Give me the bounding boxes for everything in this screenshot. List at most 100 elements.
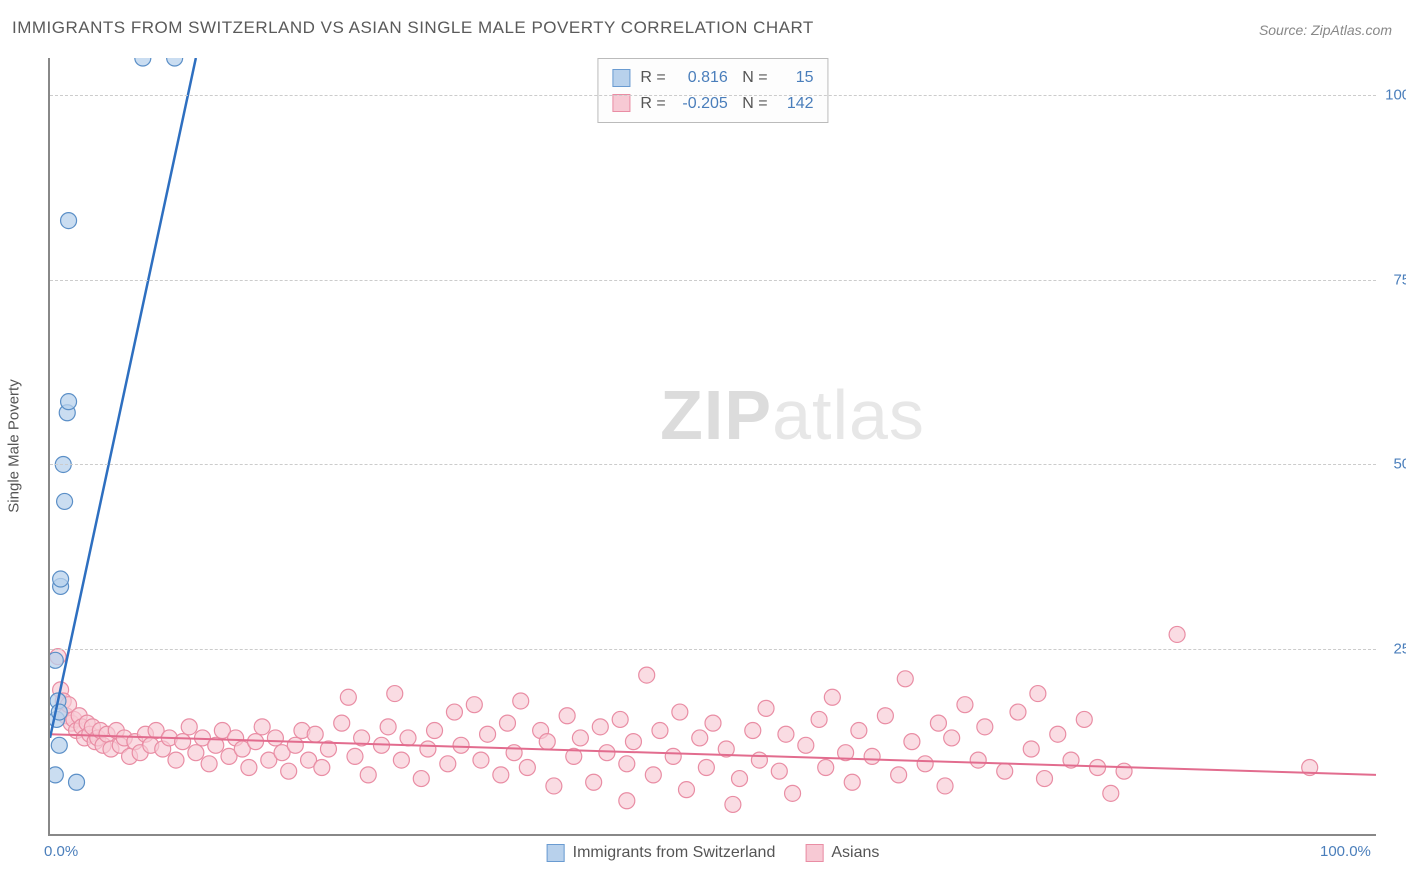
data-point xyxy=(698,759,714,775)
data-point xyxy=(1023,741,1039,757)
data-point xyxy=(135,50,151,66)
data-point xyxy=(188,745,204,761)
data-point xyxy=(778,726,794,742)
data-point xyxy=(705,715,721,731)
data-point xyxy=(559,708,575,724)
data-point xyxy=(572,730,588,746)
data-point xyxy=(453,737,469,753)
data-point xyxy=(1050,726,1066,742)
data-point xyxy=(751,752,767,768)
series-asians xyxy=(50,626,1318,812)
data-point xyxy=(1103,785,1119,801)
data-point xyxy=(175,734,191,750)
data-point xyxy=(917,756,933,772)
data-point xyxy=(241,759,257,775)
chart-title: IMMIGRANTS FROM SWITZERLAND VS ASIAN SIN… xyxy=(12,18,814,38)
data-point xyxy=(725,796,741,812)
data-point xyxy=(167,50,183,66)
data-point xyxy=(267,730,283,746)
data-point xyxy=(506,745,522,761)
data-point xyxy=(745,723,761,739)
data-point xyxy=(1169,626,1185,642)
data-point xyxy=(201,756,217,772)
data-point xyxy=(645,767,661,783)
chart-svg xyxy=(50,58,1376,834)
data-point xyxy=(499,715,515,731)
data-point xyxy=(287,737,303,753)
data-point xyxy=(692,730,708,746)
data-point xyxy=(69,774,85,790)
data-point xyxy=(307,726,323,742)
data-point xyxy=(413,771,429,787)
data-point xyxy=(427,723,443,739)
swatch-icon xyxy=(547,844,565,862)
data-point xyxy=(420,741,436,757)
data-point xyxy=(400,730,416,746)
y-tick-label: 100.0% xyxy=(1382,86,1406,103)
data-point xyxy=(1030,686,1046,702)
data-point xyxy=(334,715,350,731)
legend-item-asians: Asians xyxy=(805,844,879,862)
data-point xyxy=(168,752,184,768)
data-point xyxy=(47,652,63,668)
gridline xyxy=(50,95,1376,96)
data-point xyxy=(1010,704,1026,720)
data-point xyxy=(181,719,197,735)
stat-N-label: N = xyxy=(738,65,768,91)
data-point xyxy=(393,752,409,768)
data-point xyxy=(625,734,641,750)
plot-area: ZIPatlas R =0.816 N =15R =-0.205 N =142 … xyxy=(48,58,1376,836)
data-point xyxy=(51,737,67,753)
gridline xyxy=(50,280,1376,281)
data-point xyxy=(592,719,608,735)
data-point xyxy=(811,711,827,727)
data-point xyxy=(340,689,356,705)
data-point xyxy=(281,763,297,779)
data-point xyxy=(440,756,456,772)
data-point xyxy=(612,711,628,727)
legend-label: Immigrants from Switzerland xyxy=(573,844,776,862)
data-point xyxy=(732,771,748,787)
y-tick-label: 25.0% xyxy=(1382,641,1406,658)
gridline xyxy=(50,464,1376,465)
data-point xyxy=(937,778,953,794)
x-tick-label: 0.0% xyxy=(44,843,78,860)
data-point xyxy=(314,759,330,775)
data-point xyxy=(619,756,635,772)
legend-item-switzerland: Immigrants from Switzerland xyxy=(547,844,776,862)
gridline xyxy=(50,649,1376,650)
data-point xyxy=(665,748,681,764)
stats-row-switzerland: R =0.816 N =15 xyxy=(612,65,813,91)
data-point xyxy=(466,697,482,713)
data-point xyxy=(977,719,993,735)
data-point xyxy=(546,778,562,794)
data-point xyxy=(387,686,403,702)
data-point xyxy=(380,719,396,735)
data-point xyxy=(818,759,834,775)
x-tick-label: 100.0% xyxy=(1320,843,1371,860)
y-tick-label: 75.0% xyxy=(1382,271,1406,288)
data-point xyxy=(1116,763,1132,779)
swatch-icon xyxy=(612,69,630,87)
data-point xyxy=(1076,711,1092,727)
data-point xyxy=(586,774,602,790)
stat-R-value: 0.816 xyxy=(676,65,728,91)
data-point xyxy=(493,767,509,783)
data-point xyxy=(970,752,986,768)
data-point xyxy=(771,763,787,779)
legend-label: Asians xyxy=(831,844,879,862)
y-tick-label: 50.0% xyxy=(1382,456,1406,473)
data-point xyxy=(347,748,363,764)
data-point xyxy=(639,667,655,683)
data-point xyxy=(798,737,814,753)
data-point xyxy=(678,782,694,798)
stat-R-label: R = xyxy=(640,65,665,91)
data-point xyxy=(360,767,376,783)
data-point xyxy=(672,704,688,720)
data-point xyxy=(480,726,496,742)
swatch-icon xyxy=(612,94,630,112)
data-point xyxy=(61,213,77,229)
data-point xyxy=(473,752,489,768)
data-point xyxy=(61,394,77,410)
data-point xyxy=(785,785,801,801)
